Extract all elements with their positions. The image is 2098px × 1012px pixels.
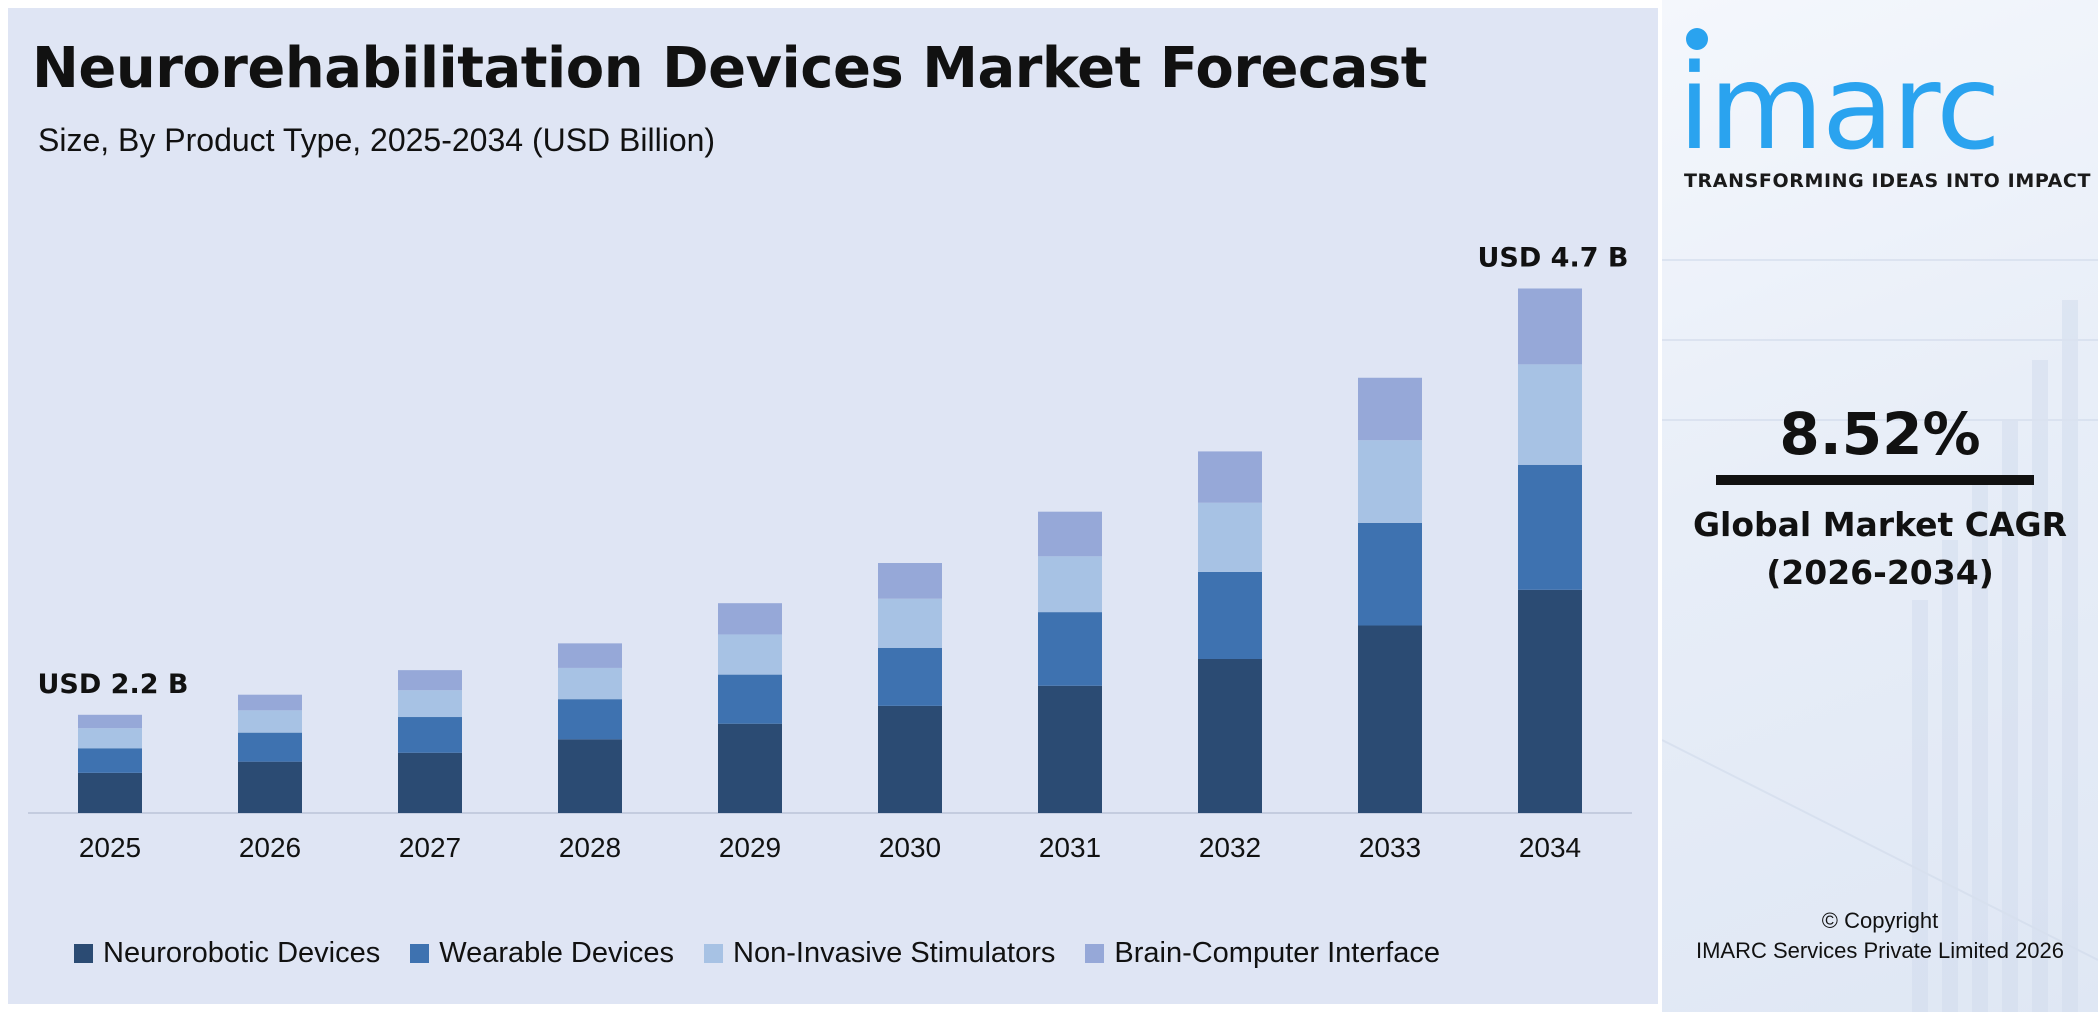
legend-label: Brain-Computer Interface	[1114, 936, 1440, 969]
cagr-period: (2026-2034)	[1766, 553, 1994, 592]
decorative-bars-graphic	[1662, 259, 2098, 1012]
x-tick-label: 2026	[239, 832, 301, 863]
bar-2032-non-invasive-stimulators	[1198, 502, 1262, 572]
bar-2030-non-invasive-stimulators	[878, 598, 942, 648]
bar-2028-brain-computer-interface	[558, 643, 622, 668]
bar-2028-wearable-devices	[558, 699, 622, 740]
bar-2029-brain-computer-interface	[718, 603, 782, 635]
legend-swatch	[74, 943, 93, 963]
bar-2027-neurorobotic-devices	[398, 752, 462, 813]
bar-2026-neurorobotic-devices	[238, 761, 302, 813]
x-tick-label: 2025	[79, 832, 141, 863]
bar-2029-non-invasive-stimulators	[718, 634, 782, 675]
bar-2034-brain-computer-interface	[1518, 288, 1582, 365]
legend-label: Non-Invasive Stimulators	[733, 936, 1056, 969]
bar-2034-wearable-devices	[1518, 464, 1582, 590]
x-tick-label: 2030	[879, 832, 941, 863]
x-tick-label: 2031	[1039, 832, 1101, 863]
bar-2025-wearable-devices	[78, 748, 142, 773]
bar-2033-wearable-devices	[1358, 522, 1422, 626]
bar-2029-neurorobotic-devices	[718, 723, 782, 813]
legend-item: Wearable Devices	[410, 937, 674, 970]
legend-item: Brain-Computer Interface	[1085, 937, 1440, 970]
bar-2025-brain-computer-interface	[78, 714, 142, 729]
bar-2028-non-invasive-stimulators	[558, 667, 622, 700]
bar-2032-brain-computer-interface	[1198, 451, 1262, 503]
chart-legend: Neurorobotic Devices Wearable Devices Non-…	[74, 935, 1470, 971]
x-tick-label: 2032	[1199, 832, 1261, 863]
bar-2026-brain-computer-interface	[238, 694, 302, 711]
bar-2030-brain-computer-interface	[878, 563, 942, 599]
bar-2033-brain-computer-interface	[1358, 377, 1422, 441]
bar-2027-wearable-devices	[398, 717, 462, 753]
chart-title: Neurorehabilitation Devices Market Forec…	[32, 36, 1428, 101]
bar-2031-wearable-devices	[1038, 612, 1102, 686]
legend-label: Neurorobotic Devices	[103, 936, 381, 969]
cagr-label: Global Market CAGR	[1692, 505, 2068, 544]
stacked-bar-chart: 2025 2026 2027 2028 2029 2030 2031 2032 2033 2034…	[28, 242, 1632, 863]
x-tick-label: 2033	[1359, 832, 1421, 863]
cagr-divider	[1716, 475, 2034, 485]
x-tick-label: 2029	[719, 832, 781, 863]
bar-2027-brain-computer-interface	[398, 670, 462, 691]
legend-swatch	[1085, 943, 1105, 963]
brand-logo: imarc	[1678, 38, 2001, 176]
bar-2031-non-invasive-stimulators	[1038, 556, 1102, 613]
bar-2031-brain-computer-interface	[1038, 511, 1102, 557]
bar-2032-neurorobotic-devices	[1198, 658, 1262, 813]
brand-tagline: TRANSFORMING IDEAS INTO IMPACT	[1684, 170, 2092, 192]
bar-2032-wearable-devices	[1198, 571, 1262, 659]
bar-2025-non-invasive-stimulators	[78, 728, 142, 749]
logo-dot-icon	[1686, 28, 1708, 50]
bar-2031-neurorobotic-devices	[1038, 685, 1102, 813]
legend-swatch	[410, 943, 430, 963]
x-tick-label: 2027	[399, 832, 461, 863]
bar-2026-wearable-devices	[238, 732, 302, 762]
x-tick-label: 2028	[559, 832, 621, 863]
copyright-notice: © Copyright	[1821, 908, 1939, 933]
cagr-value: 8.52%	[1779, 400, 1981, 468]
chart-subtitle: Size, By Product Type, 2025-2034 (USD Bi…	[38, 122, 716, 158]
bar-2028-neurorobotic-devices	[558, 739, 622, 813]
bar-2034-non-invasive-stimulators	[1518, 364, 1582, 465]
value-annotation: USD 4.7 B	[1478, 242, 1629, 273]
legend-item: Non-Invasive Stimulators	[704, 937, 1055, 970]
bar-2025-neurorobotic-devices	[78, 772, 142, 813]
bar-2026-non-invasive-stimulators	[238, 710, 302, 733]
legend-item: Neurorobotic Devices	[74, 937, 380, 970]
bar-2029-wearable-devices	[718, 674, 782, 724]
bar-2034-neurorobotic-devices	[1518, 589, 1582, 813]
legend-label: Wearable Devices	[439, 936, 675, 969]
legend-swatch	[704, 943, 724, 963]
bar-2030-neurorobotic-devices	[878, 705, 942, 813]
bar-2033-neurorobotic-devices	[1358, 625, 1422, 813]
x-tick-label: 2034	[1519, 832, 1581, 863]
value-annotation: USD 2.2 B	[38, 669, 189, 700]
bar-2033-non-invasive-stimulators	[1358, 440, 1422, 523]
bar-2030-wearable-devices	[878, 647, 942, 706]
brand-panel	[1662, 0, 2098, 1012]
company-name: IMARC Services Private Limited 2026	[1695, 938, 2065, 963]
bar-2027-non-invasive-stimulators	[398, 690, 462, 718]
